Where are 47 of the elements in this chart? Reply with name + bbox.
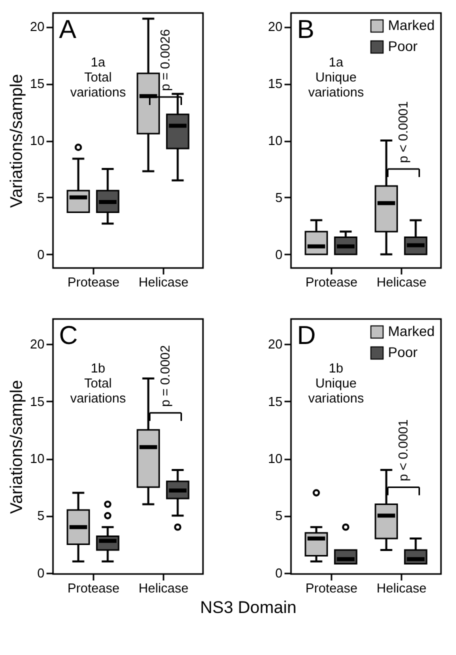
y-tick-label: 5 xyxy=(275,190,282,205)
legend-label: Poor xyxy=(388,344,418,360)
y-tick-label: 15 xyxy=(30,76,44,92)
y-axis-title: Variations/sample xyxy=(7,74,26,208)
x-tick-label: Protease xyxy=(67,274,120,290)
annotation: p = 0.0002 xyxy=(158,345,172,407)
x-tick-label: Helicase xyxy=(376,580,426,596)
y-tick-label: 0 xyxy=(275,246,282,262)
x-tick-label: Helicase xyxy=(138,580,188,596)
y-tick-label: 0 xyxy=(37,565,44,580)
x-tick-label: Helicase xyxy=(138,274,188,290)
y-tick-label: 15 xyxy=(30,394,44,409)
y-tick-label: 5 xyxy=(275,508,282,524)
y-axis-title: Variations/sample xyxy=(7,380,26,514)
y-tick-label: 20 xyxy=(268,336,282,352)
x-tick-label: Protease xyxy=(305,580,358,596)
annotation: A xyxy=(59,14,77,44)
y-tick-label: 20 xyxy=(268,19,282,34)
annotation: p < 0.0001 xyxy=(396,101,410,164)
x-tick-label: Helicase xyxy=(376,274,426,290)
annotation: 1b Unique variations xyxy=(308,360,364,406)
y-tick-label: 20 xyxy=(30,19,44,34)
annotation: 1a Unique variations xyxy=(308,54,364,100)
legend-label: Marked xyxy=(388,323,435,339)
y-tick-label: 15 xyxy=(268,76,282,92)
legend-label: Poor xyxy=(388,38,418,54)
y-tick-label: 10 xyxy=(268,133,282,148)
y-tick-label: 0 xyxy=(37,246,44,262)
y-tick-label: 15 xyxy=(268,394,282,409)
annotation: B xyxy=(297,14,314,44)
annotation: C xyxy=(59,320,78,350)
annotation: 1b Total variations xyxy=(70,360,126,406)
annotation: D xyxy=(297,320,316,350)
x-tick-label: Protease xyxy=(67,580,120,596)
y-tick-label: 20 xyxy=(30,336,44,352)
annotation: p = 0.0026 xyxy=(158,29,172,91)
y-tick-label: 10 xyxy=(30,451,44,466)
x-tick-label: Protease xyxy=(305,274,358,290)
y-tick-label: 5 xyxy=(37,508,44,524)
annotation: 1a Total variations xyxy=(70,54,126,100)
y-tick-label: 5 xyxy=(37,190,44,205)
y-tick-label: 0 xyxy=(275,565,282,580)
legend-label: Marked xyxy=(388,17,435,33)
annotation: p < 0.0001 xyxy=(396,419,410,482)
y-tick-label: 10 xyxy=(30,133,44,148)
y-tick-label: 10 xyxy=(268,451,282,466)
x-axis-title: NS3 Domain xyxy=(200,598,296,617)
